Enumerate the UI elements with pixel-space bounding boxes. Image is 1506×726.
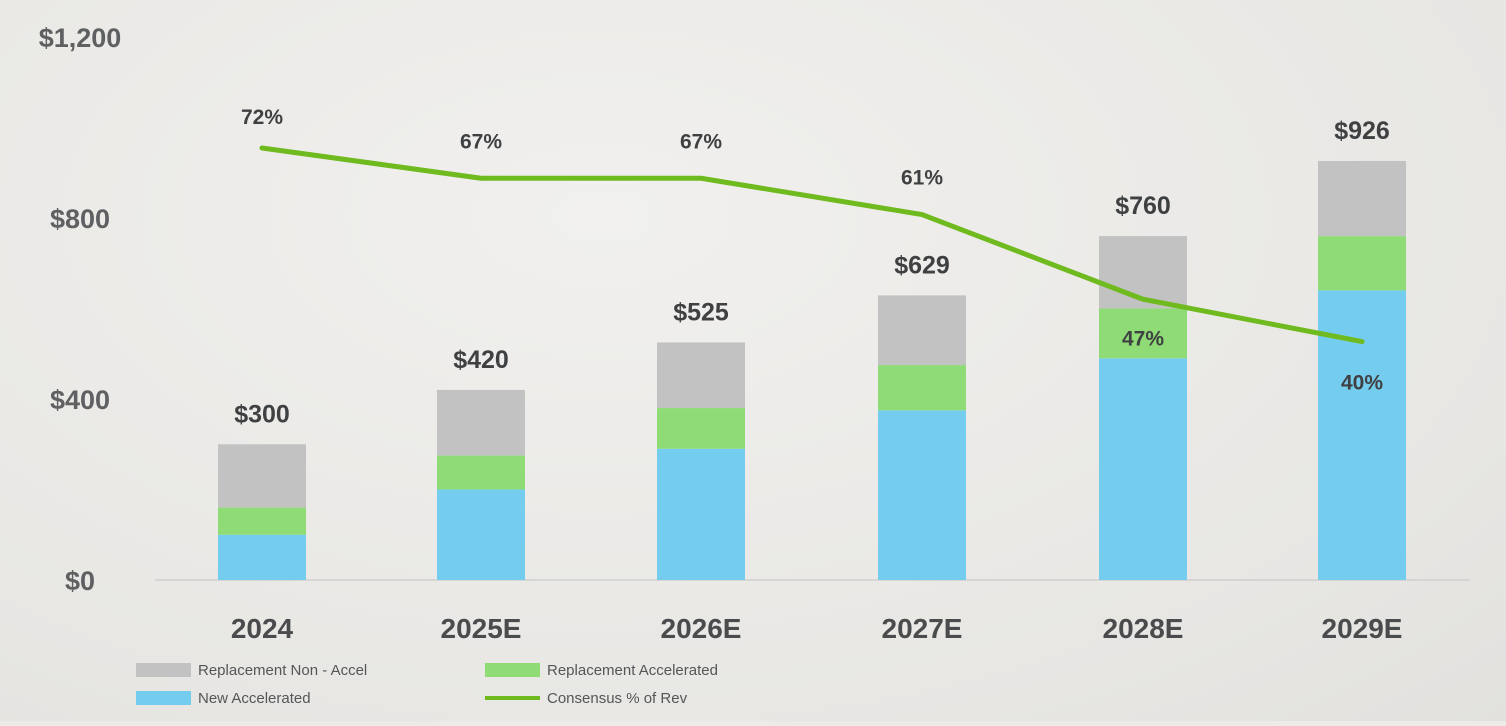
x-tick-label: 2026E bbox=[661, 613, 742, 644]
consensus-line bbox=[259, 145, 1365, 345]
legend: Replacement Non - Accel Replacement Accel… bbox=[136, 662, 718, 707]
legend-label: New Accelerated bbox=[198, 690, 311, 707]
bar-segment bbox=[218, 507, 306, 535]
x-tick-label: 2028E bbox=[1103, 613, 1184, 644]
x-tick-label: 2029E bbox=[1322, 613, 1403, 644]
y-tick-label: $1,200 bbox=[39, 23, 122, 53]
bar-segment bbox=[878, 295, 966, 366]
x-axis-ticks: 2024 2025E 2026E 2027E 2028E 2029E bbox=[231, 613, 1403, 644]
bar-segment bbox=[878, 410, 966, 580]
bar-segment bbox=[218, 444, 306, 508]
bar-total-label: $926 bbox=[1334, 117, 1390, 145]
y-tick-label: $400 bbox=[50, 385, 110, 415]
legend-label: Replacement Non - Accel bbox=[198, 662, 367, 679]
consensus-pct-labels: 72% 67% 67% 61% 47% 40% bbox=[241, 106, 1383, 395]
bar-total-label: $760 bbox=[1115, 192, 1171, 220]
consensus-pct-label: 67% bbox=[460, 130, 502, 153]
bar-total-label: $629 bbox=[894, 251, 950, 279]
bar-segment bbox=[1099, 358, 1187, 580]
bar-total-label: $420 bbox=[453, 346, 509, 374]
bar-total-label: $300 bbox=[234, 400, 290, 428]
bar-segment bbox=[437, 489, 525, 580]
bar-segment bbox=[1318, 236, 1406, 291]
consensus-line-path bbox=[259, 145, 1365, 345]
bar-segment bbox=[437, 389, 525, 456]
consensus-pct-label: 61% bbox=[901, 167, 943, 190]
bar-segment bbox=[1318, 160, 1406, 237]
bar-segment bbox=[1099, 236, 1187, 309]
bar-segment bbox=[657, 448, 745, 580]
x-tick-label: 2024 bbox=[231, 613, 294, 644]
bar-segment bbox=[218, 534, 306, 580]
bar-segment bbox=[878, 365, 966, 411]
bar-total-labels: $300 $420 $525 $629 $760 $926 bbox=[234, 117, 1390, 428]
x-tick-label: 2027E bbox=[882, 613, 963, 644]
legend-swatch bbox=[136, 691, 191, 705]
consensus-pct-label: 67% bbox=[680, 130, 722, 153]
bar-total-label: $525 bbox=[673, 298, 729, 326]
y-tick-label: $800 bbox=[50, 204, 110, 234]
consensus-pct-label: 72% bbox=[241, 106, 283, 129]
x-tick-label: 2025E bbox=[441, 613, 522, 644]
bar-segment bbox=[1099, 308, 1187, 359]
bar-segment bbox=[1318, 290, 1406, 580]
y-axis-ticks: $0 $400 $800 $1,200 bbox=[39, 23, 122, 596]
legend-swatch bbox=[136, 663, 191, 677]
y-tick-label: $0 bbox=[65, 566, 95, 596]
legend-label: Consensus % of Rev bbox=[547, 690, 688, 707]
consensus-pct-label: 47% bbox=[1122, 327, 1164, 350]
consensus-pct-label: 40% bbox=[1341, 372, 1383, 395]
legend-label: Replacement Accelerated bbox=[547, 662, 718, 679]
bar-segment bbox=[657, 342, 745, 409]
bar-segment bbox=[657, 408, 745, 449]
legend-swatch bbox=[485, 663, 540, 677]
bar-segments bbox=[218, 160, 1406, 580]
bar-segment bbox=[437, 455, 525, 490]
